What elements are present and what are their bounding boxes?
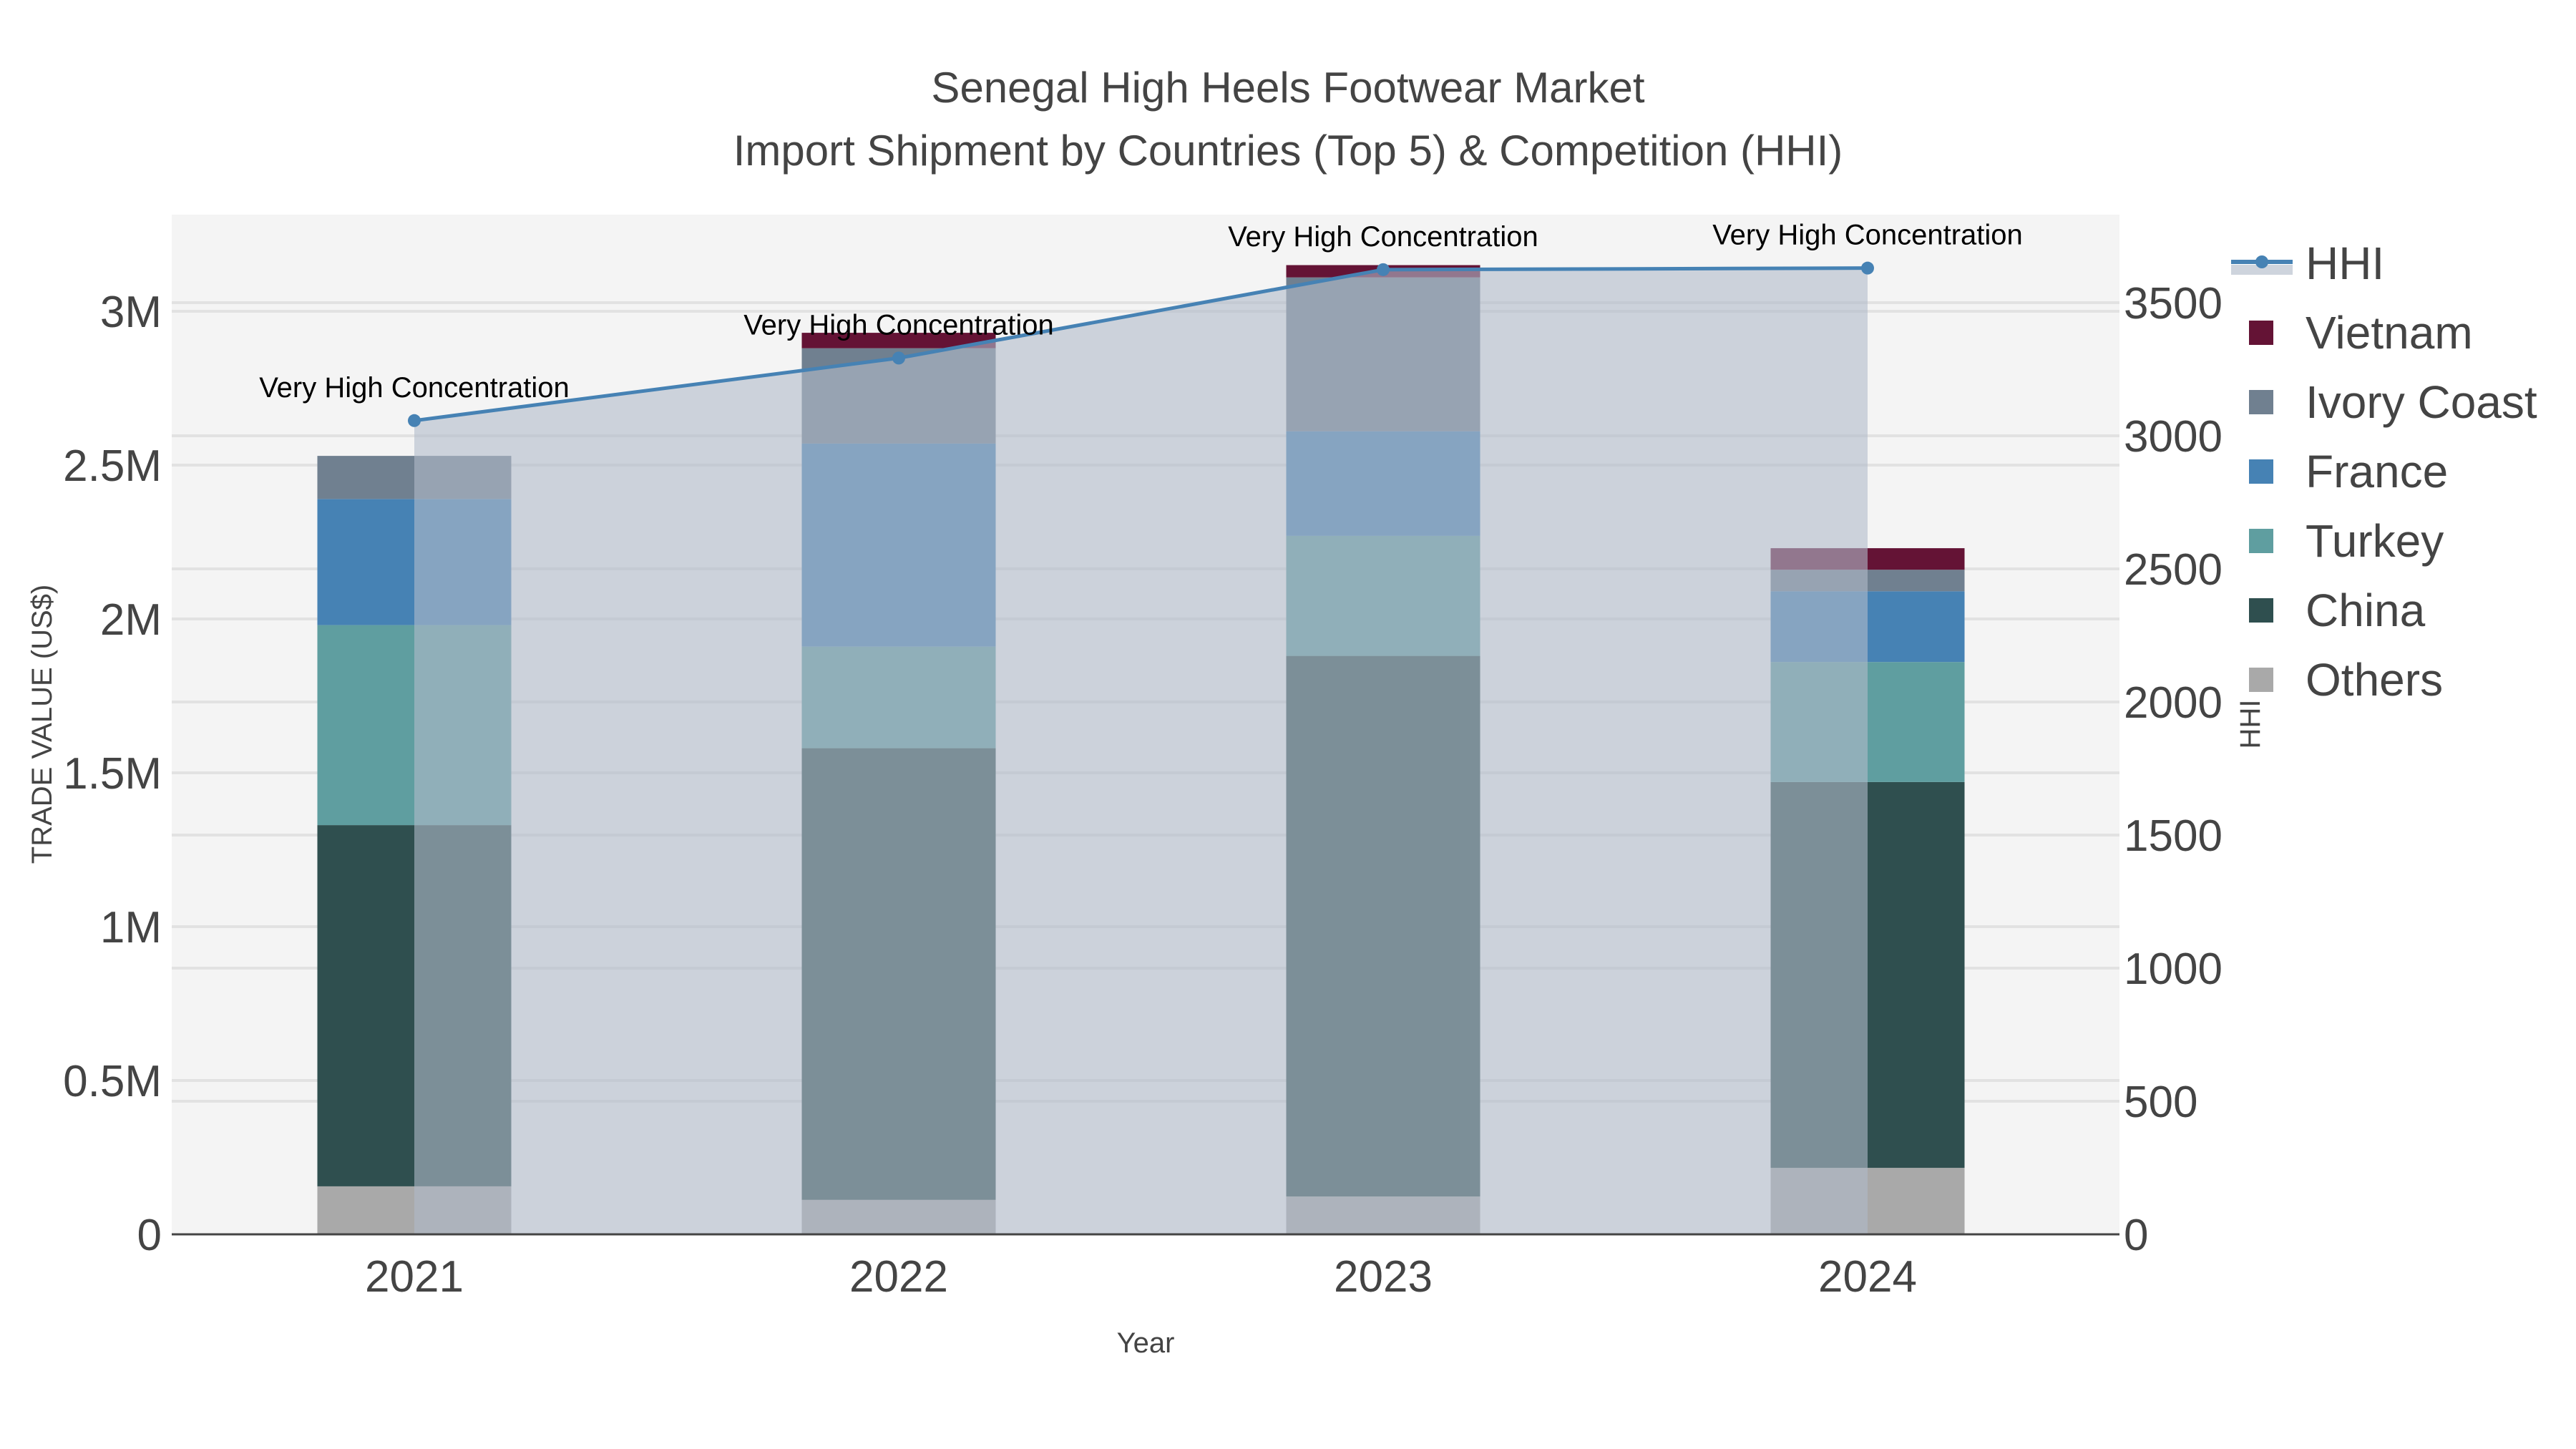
hhi-marker[interactable]: [1861, 261, 1874, 275]
y-right-tick-label: 2000: [2124, 678, 2223, 728]
square-swatch-icon: [2249, 390, 2273, 414]
legend-label: HHI: [2306, 238, 2384, 289]
hhi-annotation: Very High Concentration: [259, 372, 570, 404]
marker-swatch-icon: [2255, 255, 2268, 268]
hhi-area-swatch-icon: [2231, 265, 2293, 275]
square-swatch-icon: [2249, 321, 2273, 345]
x-axis: 2021 2022 2023 2024: [365, 1252, 1917, 1302]
chart-title: Senegal High Heels Footwear Market: [931, 64, 1645, 112]
y-right-tick-label: 3500: [2124, 279, 2223, 328]
y-left-tick-label: 0: [137, 1211, 162, 1260]
hhi-area: [414, 268, 1868, 1234]
square-swatch-icon: [2249, 668, 2273, 692]
y-left-tick-label: 1M: [100, 903, 162, 952]
square-swatch-icon: [2249, 529, 2273, 553]
x-tick-label: 2021: [365, 1252, 464, 1302]
y-right-tick-label: 500: [2124, 1078, 2197, 1127]
y-right-tick-label: 3000: [2124, 412, 2223, 462]
y-left-tick-label: 3M: [100, 288, 162, 337]
x-tick-label: 2024: [1818, 1252, 1917, 1302]
hhi-marker[interactable]: [408, 414, 421, 427]
square-swatch-icon: [2249, 598, 2273, 623]
hhi-annotation: Very High Concentration: [1228, 221, 1538, 253]
y-axis-left-title: TRADE VALUE (US$): [26, 585, 58, 864]
legend-item-france[interactable]: France: [2249, 446, 2448, 497]
legend-label: Turkey: [2306, 515, 2444, 567]
y-right-tick-label: 1500: [2124, 811, 2223, 861]
y-right-tick-label: 2500: [2124, 545, 2223, 595]
hhi-annotation: Very High Concentration: [1712, 220, 2023, 251]
hhi-line: [414, 266, 1868, 423]
y-left-tick-label: 1.5M: [63, 749, 162, 799]
y-axis-left: 0 0.5M 1M 1.5M 2M 2.5M 3M: [63, 288, 162, 1260]
y-right-tick-label: 1000: [2124, 945, 2223, 994]
legend-item-turkey[interactable]: Turkey: [2249, 515, 2444, 567]
legend-label: China: [2306, 585, 2426, 636]
y-left-tick-label: 2.5M: [63, 441, 162, 491]
x-axis-title: Year: [1117, 1327, 1175, 1359]
y-axis-right: 0 500 1000 1500 2000 2500 3000 3500: [2124, 279, 2223, 1260]
x-tick-label: 2022: [849, 1252, 948, 1302]
annotations: Very High Concentration Very High Concent…: [259, 220, 2023, 404]
hhi-annotation: Very High Concentration: [743, 309, 1054, 341]
legend-item-vietnam[interactable]: Vietnam: [2249, 307, 2473, 358]
legend-label: Vietnam: [2306, 307, 2473, 358]
y-left-tick-label: 2M: [100, 595, 162, 645]
x-tick-label: 2023: [1334, 1252, 1433, 1302]
hhi-marker[interactable]: [892, 351, 905, 365]
hhi-marker[interactable]: [1377, 263, 1390, 276]
bar-segment-vietnam[interactable]: [801, 333, 996, 348]
legend-label: France: [2306, 446, 2448, 497]
square-swatch-icon: [2249, 459, 2273, 484]
legend-item-hhi[interactable]: HHI: [2231, 238, 2384, 289]
legend-label: Others: [2306, 654, 2443, 706]
y-left-tick-label: 0.5M: [63, 1057, 162, 1106]
chart-subtitle: Import Shipment by Countries (Top 5) & C…: [733, 127, 1843, 175]
y-axis-right-title: HHI: [2235, 700, 2266, 749]
y-right-tick-label: 0: [2124, 1211, 2148, 1260]
legend-item-ivory-coast[interactable]: Ivory Coast: [2249, 376, 2537, 428]
legend-label: Ivory Coast: [2306, 376, 2537, 428]
legend-item-others[interactable]: Others: [2249, 654, 2443, 706]
legend-item-china[interactable]: China: [2249, 585, 2426, 636]
hhi-series: [408, 261, 1874, 1234]
legend: HHI Vietnam Ivory Coast France Turkey China Ot…: [2231, 238, 2537, 706]
